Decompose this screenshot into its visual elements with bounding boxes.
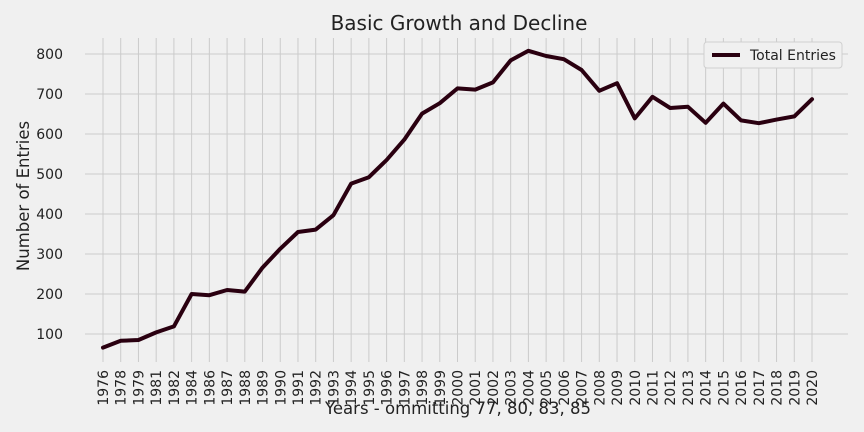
x-tick-label-1990: 1990 bbox=[273, 370, 289, 406]
x-tick-label-2014: 2014 bbox=[699, 370, 715, 406]
x-axis-label: Years - ommitting 77, 80, 83, 85 bbox=[324, 399, 591, 418]
x-tick-label-1998: 1998 bbox=[415, 370, 431, 406]
x-tick-label-1992: 1992 bbox=[309, 370, 325, 406]
x-tick-label-1984: 1984 bbox=[185, 370, 201, 406]
y-tick-label-500: 500 bbox=[36, 167, 63, 183]
legend-box bbox=[703, 41, 843, 69]
y-tick-label-400: 400 bbox=[36, 207, 63, 223]
x-tick-label-2012: 2012 bbox=[663, 370, 679, 406]
y-tick-label-300: 300 bbox=[36, 247, 63, 263]
x-tick-label-1995: 1995 bbox=[362, 370, 378, 406]
x-tick-label-2002: 2002 bbox=[486, 370, 502, 406]
y-tick-label-100: 100 bbox=[36, 327, 63, 343]
y-tick-label-700: 700 bbox=[36, 87, 63, 103]
x-tick-label-2019: 2019 bbox=[787, 370, 803, 406]
x-tick-label-1994: 1994 bbox=[344, 370, 360, 406]
x-tick-label-2015: 2015 bbox=[716, 370, 732, 406]
chart-title: Basic Growth and Decline bbox=[331, 11, 588, 35]
x-tick-label-2010: 2010 bbox=[628, 370, 644, 406]
series-group bbox=[101, 48, 814, 350]
x-tick-label-2001: 2001 bbox=[468, 370, 484, 406]
x-tick-label-2007: 2007 bbox=[575, 370, 591, 406]
y-axis-ticks: 100 200 300 400 500 600 700 800 bbox=[36, 47, 63, 343]
x-tick-label-1982: 1982 bbox=[167, 370, 183, 406]
x-tick-label-1987: 1987 bbox=[220, 370, 236, 406]
legend-entry-total-entries: Total Entries bbox=[749, 48, 836, 64]
x-tick-label-2004: 2004 bbox=[521, 370, 537, 406]
x-tick-label-2009: 2009 bbox=[610, 370, 626, 406]
y-tick-label-600: 600 bbox=[36, 127, 63, 143]
x-tick-label-1979: 1979 bbox=[131, 370, 147, 406]
x-tick-label-1996: 1996 bbox=[380, 370, 396, 406]
x-tick-label-1997: 1997 bbox=[397, 370, 413, 406]
y-tick-label-200: 200 bbox=[36, 287, 63, 303]
x-tick-label-2006: 2006 bbox=[557, 370, 573, 406]
x-tick-label-2005: 2005 bbox=[539, 370, 555, 406]
x-tick-label-1981: 1981 bbox=[149, 370, 165, 406]
x-tick-label-1988: 1988 bbox=[238, 370, 254, 406]
y-tick-label-800: 800 bbox=[36, 47, 63, 63]
x-tick-label-2016: 2016 bbox=[734, 370, 750, 406]
x-tick-label-1978: 1978 bbox=[114, 370, 130, 406]
x-tick-label-2018: 2018 bbox=[770, 370, 786, 406]
x-tick-label-1999: 1999 bbox=[433, 370, 449, 406]
x-tick-label-1993: 1993 bbox=[326, 370, 342, 406]
x-tick-label-1989: 1989 bbox=[256, 370, 272, 406]
x-tick-label-2020: 2020 bbox=[805, 370, 821, 406]
x-tick-label-1976: 1976 bbox=[96, 370, 112, 406]
x-tick-label-2017: 2017 bbox=[752, 370, 768, 406]
x-tick-label-2013: 2013 bbox=[681, 370, 697, 406]
legend: Total Entries bbox=[703, 41, 843, 69]
x-tick-label-1991: 1991 bbox=[291, 370, 307, 406]
grid-lines bbox=[85, 38, 848, 362]
x-tick-label-2008: 2008 bbox=[592, 370, 608, 406]
y-axis-label: Number of Entries bbox=[14, 121, 33, 271]
x-tick-label-1986: 1986 bbox=[202, 370, 218, 406]
x-tick-label-2011: 2011 bbox=[645, 370, 661, 406]
x-tick-label-2000: 2000 bbox=[451, 370, 467, 406]
x-axis-ticks: 1976 1978 1979 1981 1982 1984 1986 1987 1988 1989… bbox=[96, 370, 821, 406]
x-tick-label-2003: 2003 bbox=[504, 370, 520, 406]
